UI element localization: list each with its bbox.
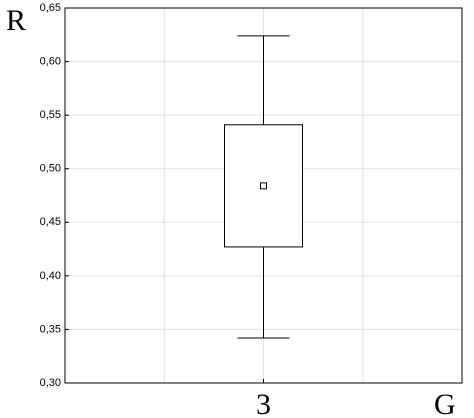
y-tick-label: 0,30: [40, 377, 61, 389]
y-tick-label: 0,40: [40, 270, 61, 282]
y-axis-label: R: [6, 4, 26, 37]
y-tick-label: 0,50: [40, 163, 61, 175]
x-tick-label: 3: [256, 388, 271, 418]
mean-marker: [260, 182, 267, 190]
y-tick-label: 0,65: [40, 2, 61, 14]
y-tick-label: 0,35: [40, 323, 61, 335]
x-axis-label: G: [434, 388, 456, 418]
y-tick-label: 0,60: [40, 55, 61, 67]
y-tick-label: 0,55: [40, 109, 61, 121]
y-tick-label: 0,45: [40, 216, 61, 228]
